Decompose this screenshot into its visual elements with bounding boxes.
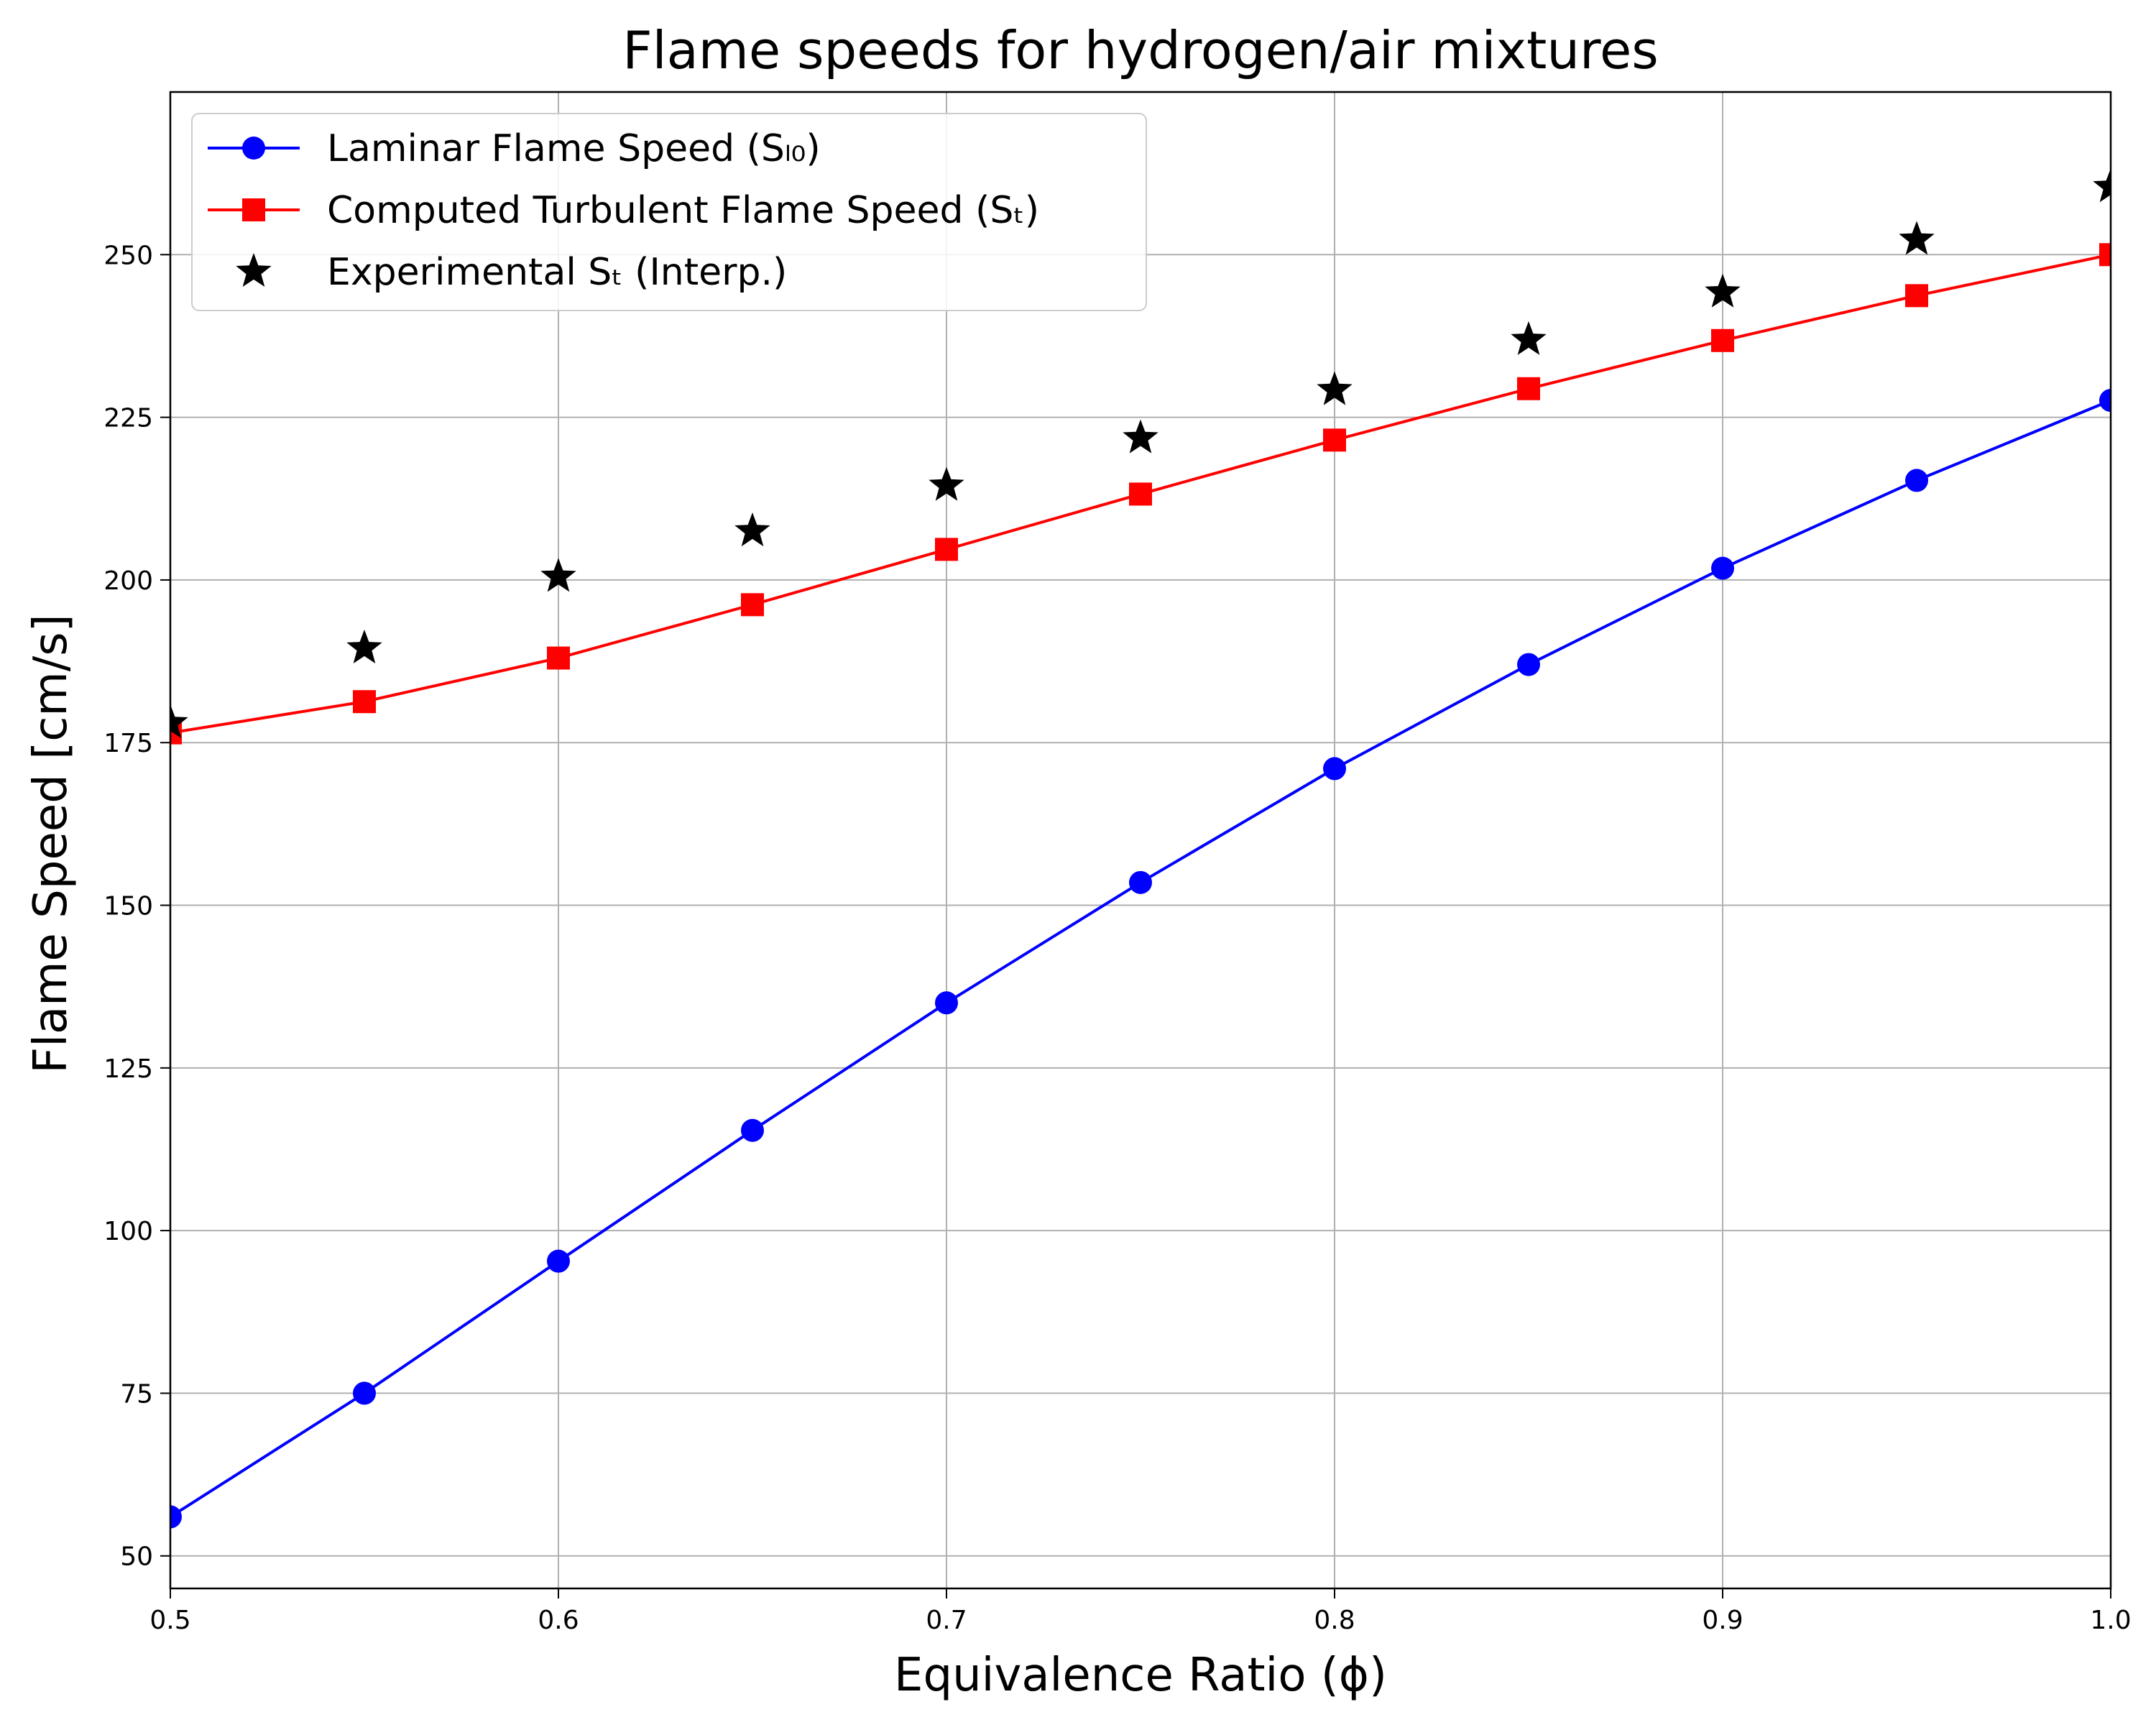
data-point-experimental [170,704,188,739]
data-point-experimental [1705,273,1741,308]
data-point-laminar [1517,653,1540,676]
data-point-turbulent [1905,284,1928,308]
plot-frame [169,91,2112,1590]
tick-layer: 0.5 0.6 0.7 0.8 0.9 1.0 50 75 100 125 150 175 200 225… [103,241,2131,1635]
data-point-turbulent [1517,377,1540,400]
x-tick-label: 0.6 [538,1606,579,1635]
data-point-experimental [2093,168,2111,203]
series-layer [170,168,2111,1529]
data-point-turbulent [353,690,376,714]
data-point-experimental [734,512,770,547]
x-tick-label: 0.7 [926,1606,967,1635]
x-axis-label: Equivalence Ratio (ϕ) [894,1649,1387,1702]
legend-label-turbulent: Computed Turbulent Flame Speed (Sₜ) [327,189,1039,232]
data-point-laminar [547,1249,570,1273]
y-tick-label: 225 [103,404,153,433]
y-tick-label: 175 [103,729,153,758]
data-point-experimental [1511,321,1547,355]
legend-marker-turbulent [242,198,265,221]
data-point-experimental [346,630,382,663]
data-point-laminar [935,991,958,1015]
data-point-turbulent [935,538,958,561]
y-tick-label: 100 [103,1217,153,1246]
data-point-turbulent [1711,328,1734,352]
series-laminar [170,389,2111,1529]
data-point-laminar [170,1505,182,1529]
data-point-experimental [1317,371,1353,405]
data-point-turbulent [741,593,764,617]
data-point-laminar [2099,389,2111,413]
data-point-turbulent [1129,482,1152,506]
data-point-turbulent [547,646,570,670]
y-tick-label: 75 [120,1379,153,1409]
data-point-laminar [741,1118,764,1142]
data-point-experimental [540,558,576,592]
data-point-turbulent [2099,243,2111,267]
data-point-laminar [1711,556,1734,580]
legend-marker-laminar [242,137,265,160]
y-tick-label: 125 [103,1054,153,1084]
x-tick-label: 1.0 [2090,1606,2131,1635]
data-point-laminar [1323,757,1346,781]
data-point-experimental [929,466,964,501]
y-tick-label: 200 [103,566,153,596]
legend-box [191,113,1147,311]
y-tick-label: 50 [120,1542,153,1572]
data-point-laminar [353,1381,376,1405]
data-point-experimental [1123,419,1158,454]
y-tick-label: 150 [103,892,153,921]
x-tick-label: 0.9 [1702,1606,1743,1635]
data-point-laminar [1905,469,1928,492]
x-tick-label: 0.5 [149,1606,190,1635]
legend-label-experimental: Experimental Sₜ (Interp.) [327,251,787,294]
legend: Laminar Flame Speed (Sₗ₀) Computed Turbul… [191,113,1147,311]
y-tick-label: 250 [103,241,153,270]
chart-title: Flame speeds for hydrogen/air mixtures [622,20,1659,80]
x-tick-label: 0.8 [1314,1606,1355,1635]
legend-marker-experimental [236,253,272,287]
data-point-experimental [1899,221,1935,255]
series-experimental [170,168,2111,739]
legend-label-laminar: Laminar Flame Speed (Sₗ₀) [327,127,821,170]
y-axis-label: Flame Speed [cm/s] [24,614,78,1073]
data-point-turbulent [1323,428,1346,452]
data-point-laminar [1129,870,1152,894]
